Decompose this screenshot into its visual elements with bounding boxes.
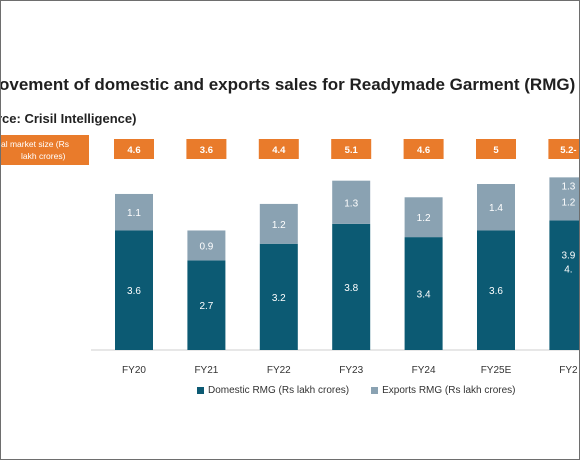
legend-label-domestic: Domestic RMG (Rs lakh crores) xyxy=(208,385,350,396)
total-label-FY25E: 5 xyxy=(493,145,499,156)
total-label-FY20: 4.6 xyxy=(127,145,140,156)
bar-domestic-FY22 xyxy=(259,243,298,350)
label-exports-FY23: 1.3 xyxy=(344,198,358,209)
chart-title: ovement of domestic and exports sales fo… xyxy=(0,75,580,94)
total-box-FY25E xyxy=(476,139,516,159)
total-label-FY22: 4.4 xyxy=(272,145,286,156)
bar-exports-FY23 xyxy=(332,180,371,224)
label-exports-FY20: 1.1 xyxy=(127,208,141,219)
bar-domestic-FY20 xyxy=(115,230,153,350)
total-box-FY2 xyxy=(548,139,579,159)
chart-source: rce: Crisil Intelligence) xyxy=(0,111,137,126)
x-tick-label-FY24: FY24 xyxy=(412,365,436,376)
label-domestic-2-FY2: 4. xyxy=(564,265,572,276)
label-domestic-FY25E: 3.6 xyxy=(489,286,503,297)
x-tick-label-FY2: FY2 xyxy=(559,365,578,376)
x-tick-label-FY25E: FY25E xyxy=(481,365,512,376)
bar-exports-FY21 xyxy=(187,230,226,261)
label-domestic-FY2: 3.9 xyxy=(561,251,575,262)
total-box-FY22 xyxy=(258,139,299,159)
bar-exports-FY24 xyxy=(404,197,443,238)
label-exports-FY22: 1.2 xyxy=(272,220,286,231)
total-box-FY20 xyxy=(114,139,154,159)
label-exports-FY25E: 1.4 xyxy=(489,203,503,214)
total-label-FY23: 5.1 xyxy=(345,145,359,156)
bar-domestic-FY24 xyxy=(404,237,443,350)
total-market-size-label-line1: al market size (Rs xyxy=(1,139,70,149)
label-exports-FY2: 1.3 xyxy=(561,181,575,192)
x-tick-label-FY20: FY20 xyxy=(122,365,146,376)
bar-domestic-FY2 xyxy=(549,220,579,350)
legend-swatch-domestic xyxy=(197,387,204,394)
label-domestic-FY23: 3.8 xyxy=(344,283,358,294)
label-domestic-FY20: 3.6 xyxy=(127,286,141,297)
total-label-FY2: 5.2- xyxy=(560,145,576,156)
bar-domestic-FY23 xyxy=(332,223,371,350)
chart-legend: Domestic RMG (Rs lakh crores) Exports RM… xyxy=(197,385,516,396)
total-box-FY24 xyxy=(403,139,444,159)
bar-exports-FY20 xyxy=(115,193,153,231)
label-domestic-FY24: 3.4 xyxy=(417,290,431,301)
legend-label-exports: Exports RMG (Rs lakh crores) xyxy=(382,385,516,396)
label-domestic-FY22: 3.2 xyxy=(272,293,286,304)
legend-item-domestic: Domestic RMG (Rs lakh crores) xyxy=(197,385,349,396)
total-label-FY24: 4.6 xyxy=(417,145,430,156)
total-market-size-label: al market size (Rs lakh crores) xyxy=(1,135,89,165)
total-box-FY23 xyxy=(331,139,372,159)
bar-domestic-FY21 xyxy=(187,260,226,350)
label-exports-2-FY2: 1.2 xyxy=(561,197,575,208)
label-exports-FY21: 0.9 xyxy=(199,241,213,252)
bar-exports-FY25E xyxy=(477,184,515,231)
bar-exports-FY22 xyxy=(259,203,298,244)
total-market-size-label-line2: lakh crores) xyxy=(21,151,66,161)
label-exports-FY24: 1.2 xyxy=(417,213,431,224)
legend-swatch-exports xyxy=(371,387,379,394)
total-box-FY21 xyxy=(186,139,227,159)
total-label-FY21: 3.6 xyxy=(200,145,213,156)
label-domestic-FY21: 2.7 xyxy=(199,301,213,312)
x-tick-label-FY23: FY23 xyxy=(339,365,363,376)
x-tick-label-FY22: FY22 xyxy=(267,365,291,376)
legend-item-exports: Exports RMG (Rs lakh crores) xyxy=(371,385,516,396)
bar-domestic-FY25E xyxy=(477,230,515,350)
bar-exports-FY2 xyxy=(549,177,579,221)
x-tick-label-FY21: FY21 xyxy=(194,365,218,376)
